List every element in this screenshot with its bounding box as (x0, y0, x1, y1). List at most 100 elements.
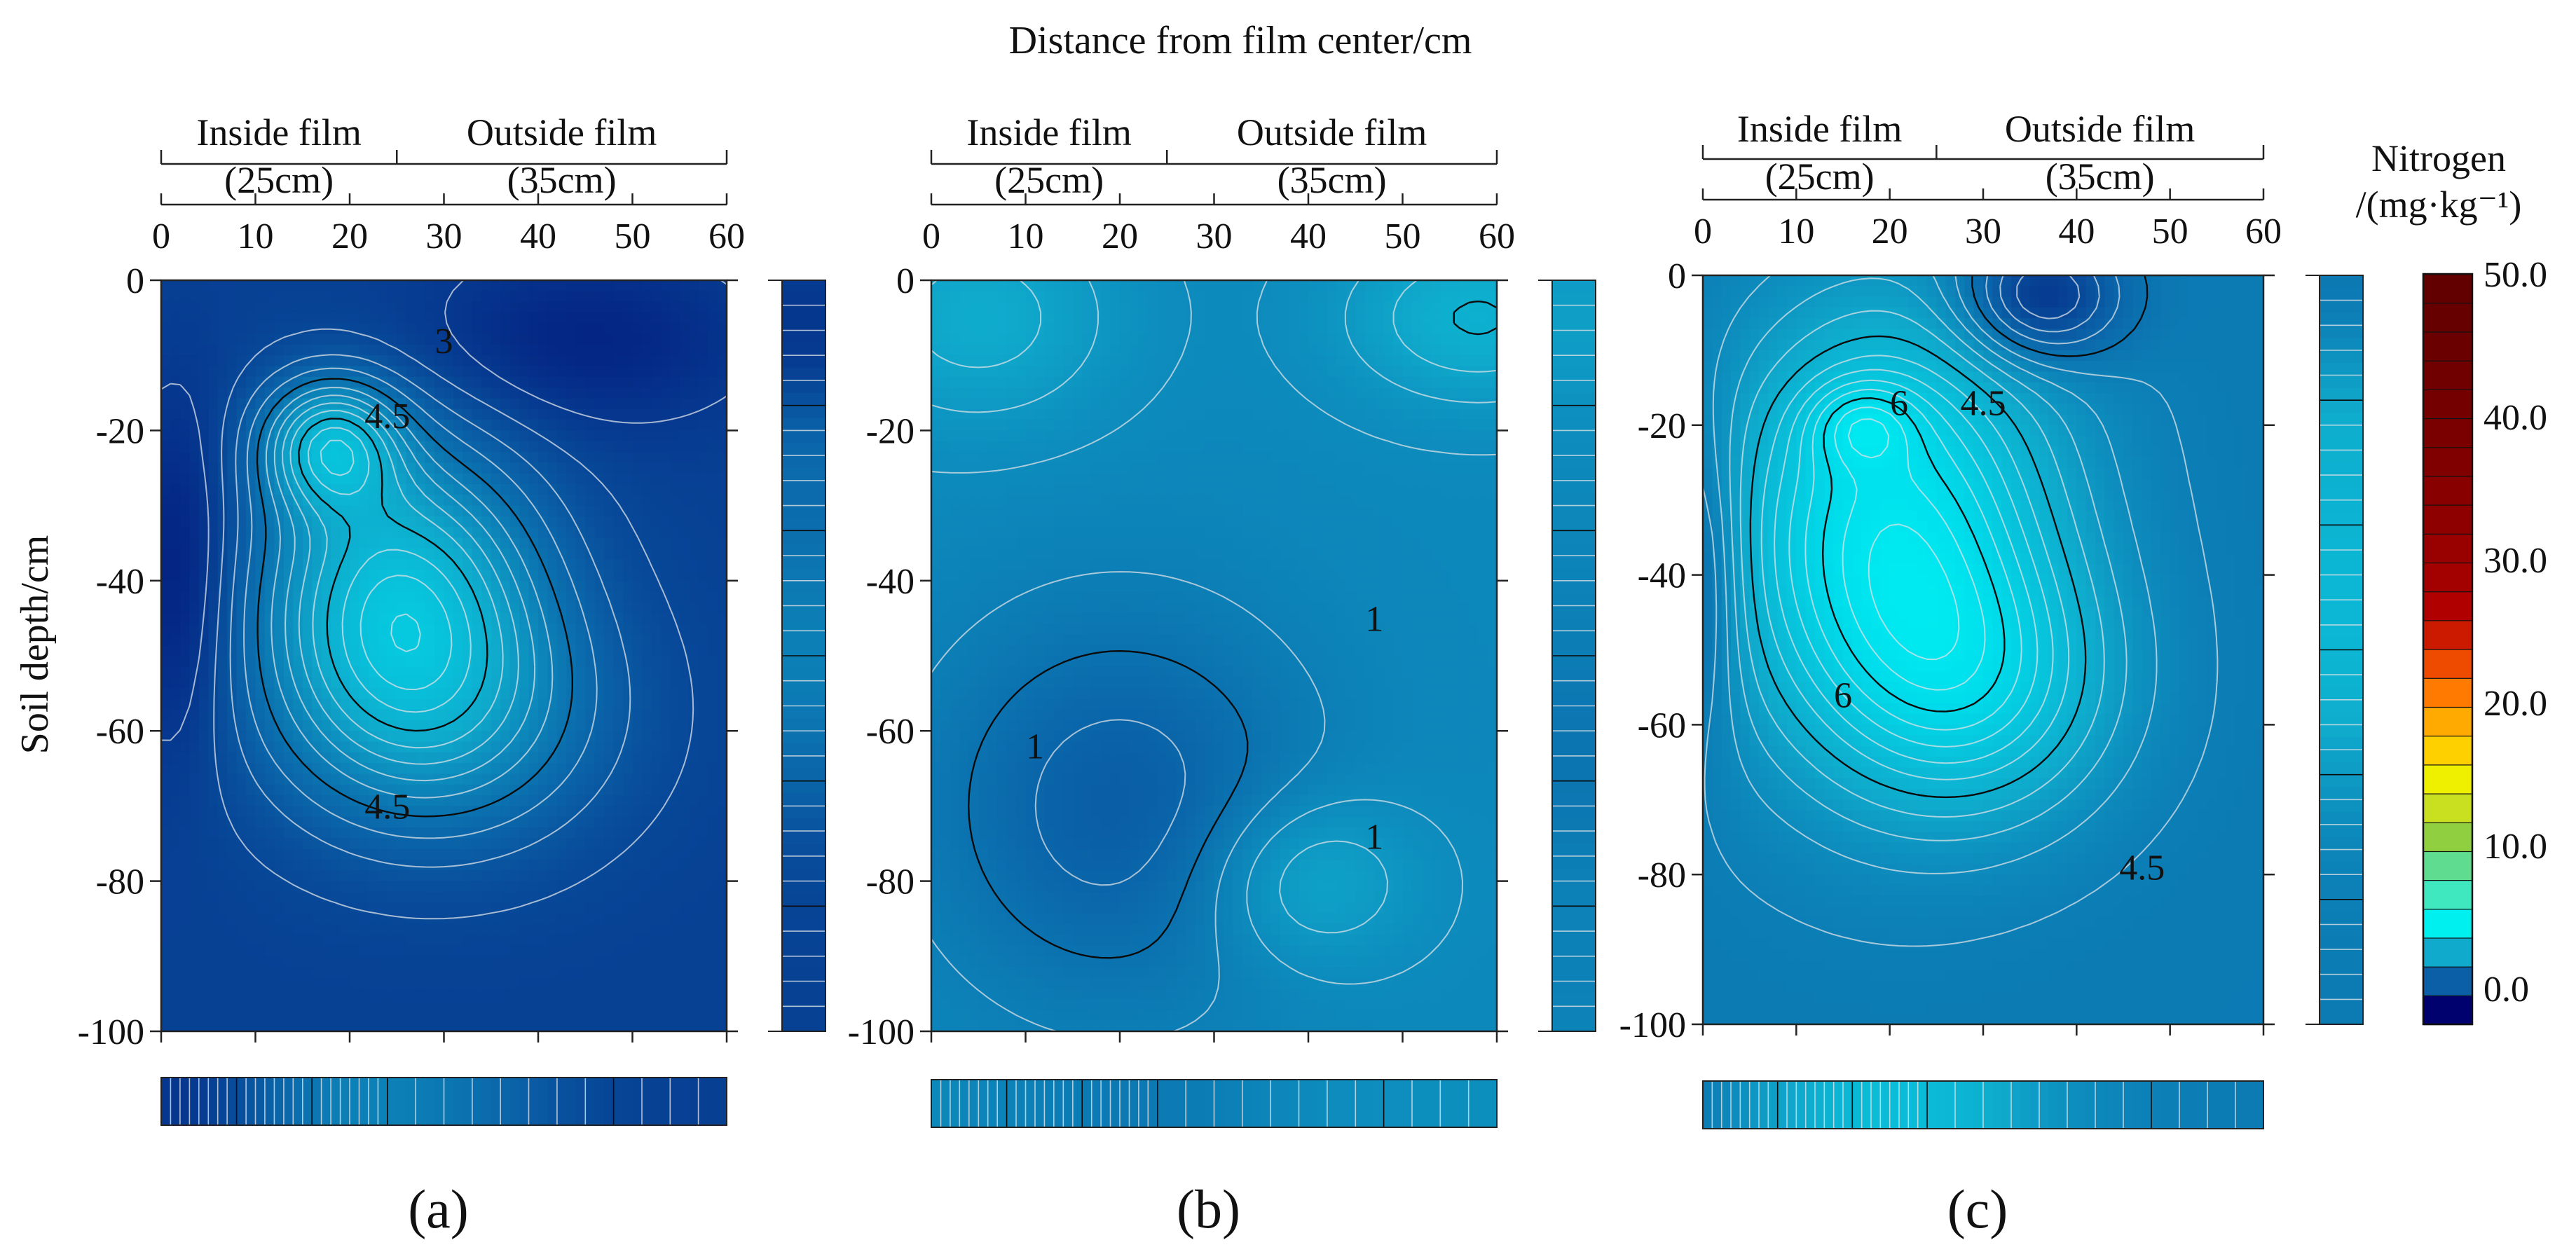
heat-cell (255, 376, 266, 389)
heat-cell (679, 784, 690, 796)
heat-cell (302, 741, 313, 753)
heat-cell (1006, 344, 1017, 357)
heat-cell (340, 355, 350, 367)
heat-cell (378, 687, 388, 700)
heat-cell (679, 420, 690, 432)
heat-cell (651, 773, 662, 785)
heat-cell (293, 870, 303, 882)
heat-cell (698, 699, 708, 710)
heat-cell (547, 366, 558, 378)
heat-cell (500, 559, 511, 571)
heat-cell (198, 870, 210, 882)
heat-cell (641, 731, 652, 743)
heat-cell (632, 291, 643, 303)
heat-cell (519, 301, 530, 313)
heat-cell (293, 580, 303, 593)
heat-cell (321, 795, 331, 807)
panel-label: (b) (1177, 1178, 1240, 1239)
heat-cell (1383, 291, 1394, 303)
heat-cell (1355, 355, 1366, 367)
heat-cell (491, 752, 502, 764)
heat-cell (594, 376, 605, 389)
heat-cell (538, 645, 549, 656)
heat-cell (472, 977, 483, 989)
heat-cell (283, 816, 294, 828)
heat-cell (179, 763, 191, 775)
heat-cell (198, 473, 210, 485)
heat-cell (359, 935, 369, 947)
heat-cell (453, 645, 464, 656)
heat-cell (246, 408, 256, 420)
heat-cell (1006, 333, 1017, 345)
heat-cell (255, 752, 266, 764)
heat-cell (189, 891, 200, 904)
heat-cell (950, 280, 961, 292)
heat-cell (416, 430, 426, 442)
heat-cell (255, 913, 266, 925)
heat-cell (406, 988, 417, 1000)
heat-cell (604, 923, 615, 936)
heat-cell (179, 398, 191, 410)
heat-cell (189, 923, 200, 936)
heat-cell (1336, 280, 1347, 292)
heat-cell (208, 870, 219, 882)
heat-cell (217, 870, 228, 882)
heat-cell (368, 891, 379, 904)
heat-cell (651, 580, 662, 593)
heat-cell (434, 763, 445, 775)
heat-cell (425, 323, 435, 335)
heat-cell (660, 956, 671, 968)
heat-cell (566, 333, 577, 345)
heat-cell (434, 827, 445, 839)
heat-cell (350, 483, 360, 496)
heat-cell (189, 945, 200, 957)
heat-cell (1129, 280, 1139, 292)
heat-cell (397, 602, 407, 614)
heat-cell (519, 624, 530, 635)
heat-cell (416, 505, 426, 517)
heat-cell (1195, 280, 1205, 292)
heat-cell (594, 741, 605, 753)
heat-cell (406, 280, 417, 292)
heat-cell (585, 923, 596, 936)
heat-cell (585, 559, 596, 571)
heat-cell (651, 591, 662, 603)
heat-cell (208, 301, 219, 313)
heat-cell (274, 816, 285, 828)
strip-cell (425, 1078, 435, 1125)
heat-cell (604, 752, 615, 764)
heat-cell (340, 741, 350, 753)
heat-cell (264, 634, 275, 646)
heat-cell (453, 301, 464, 313)
heat-cell (453, 741, 464, 753)
heat-cell (689, 602, 699, 614)
strip-cell (782, 993, 825, 1007)
heat-cell (331, 602, 341, 614)
header-inside-film: Inside film (196, 111, 361, 153)
heat-cell (321, 1010, 331, 1021)
heat-cell (528, 945, 539, 957)
heat-cell (350, 752, 360, 764)
heat-cell (283, 752, 294, 764)
heat-cell (368, 527, 379, 539)
heat-cell (274, 699, 285, 710)
heat-cell (434, 935, 445, 947)
heat-cell (1082, 333, 1092, 345)
heat-cell (236, 923, 247, 936)
heat-cell (161, 612, 172, 624)
x-tick-label: 10 (238, 216, 274, 256)
heat-cell (264, 666, 275, 678)
heat-cell (575, 687, 587, 700)
heat-cell (397, 902, 407, 914)
heat-cell (198, 527, 210, 539)
heat-cell (594, 366, 605, 378)
heat-cell (236, 902, 247, 914)
heat-cell (434, 677, 445, 689)
heat-cell (660, 656, 671, 668)
heat-cell (585, 355, 596, 367)
heat-cell (1327, 333, 1338, 345)
heat-cell (623, 870, 633, 882)
heat-cell (575, 763, 587, 775)
heat-cell (585, 333, 596, 345)
heat-cell (274, 709, 285, 721)
